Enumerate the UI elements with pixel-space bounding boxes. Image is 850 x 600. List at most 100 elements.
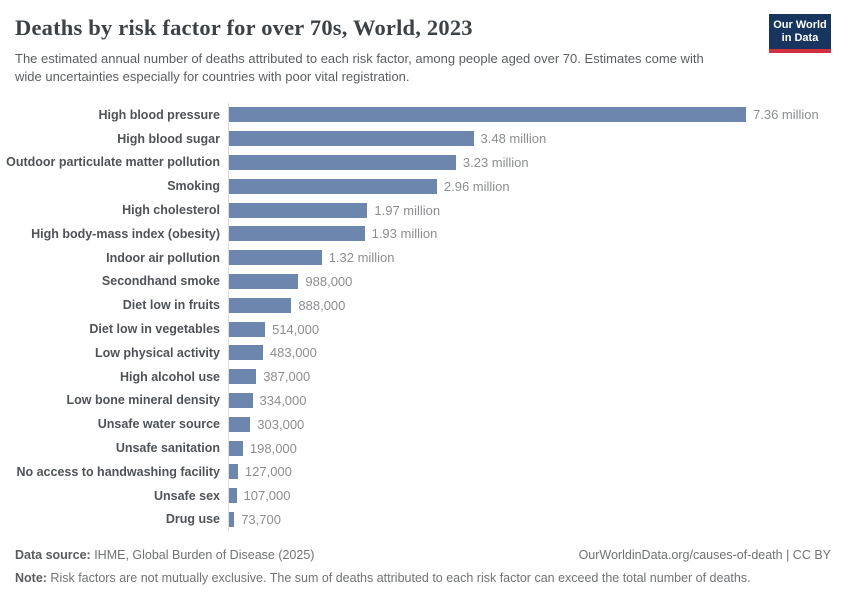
bar-track: 483,000 [228,340,850,365]
note-text: Risk factors are not mutually exclusive.… [46,571,751,585]
bar-track: 198,000 [228,436,850,460]
bar-row: Outdoor particulate matter pollution 3.23… [0,150,850,175]
bar-row: Unsafe water source 303,000 [0,412,850,437]
category-label: High alcohol use [119,369,220,384]
value-label: 387,000 [263,369,311,385]
category-label: Diet low in fruits [122,298,220,313]
bar-row: No access to handwashing facility 127,000 [0,459,850,484]
bar-track: 107,000 [228,483,850,508]
value-label: 107,000 [243,488,291,504]
bar[interactable] [229,464,238,480]
bar-track: 303,000 [228,412,850,437]
bar-row: High blood sugar 3.48 million [0,126,850,151]
bar[interactable] [229,369,257,385]
category-label: High cholesterol [122,203,220,218]
bar-track: 3.23 million [228,150,850,175]
bar[interactable] [229,273,299,289]
bar-row: High alcohol use 387,000 [0,364,850,389]
bar-row: Low physical activity 483,000 [0,340,850,365]
bar-row: Secondhand smoke 988,000 [0,269,850,294]
bar-track: 514,000 [228,317,850,341]
bar[interactable] [229,107,746,123]
bar-row: Diet low in vegetables 514,000 [0,317,850,341]
bar[interactable] [229,440,243,456]
bar[interactable] [229,511,235,527]
bar-row: High blood pressure 7.36 million [0,103,850,127]
value-label: 73,700 [241,511,281,527]
value-label: 198,000 [249,440,297,456]
value-label: 888,000 [298,297,346,313]
bar-chart: High blood pressure 7.36 million High bloo… [0,103,850,532]
category-label: Unsafe water source [97,417,220,432]
bar[interactable] [229,321,266,337]
bar-row: High cholesterol 1.97 million [0,198,850,222]
footer-top-line: Data source: IHME, Global Burden of Dise… [15,547,831,563]
category-label: Low bone mineral density [66,393,221,408]
value-label: 334,000 [259,392,307,408]
owid-logo: Our World in Data [769,14,831,53]
bar-track: 7.36 million [228,103,850,127]
category-label: Drug use [165,512,220,527]
category-label: Indoor air pollution [106,250,220,265]
bar-track: 73,700 [228,507,850,532]
bar-track: 334,000 [228,388,850,413]
owid-logo-line1: Our World [773,19,827,31]
bar[interactable] [229,131,474,147]
value-label: 3.23 million [462,154,529,170]
category-label: Diet low in vegetables [89,322,220,337]
bar-row: Low bone mineral density 334,000 [0,388,850,413]
bar-track: 1.97 million [228,198,850,222]
bar[interactable] [229,416,251,432]
value-label: 303,000 [257,416,305,432]
value-label: 988,000 [305,273,353,289]
bar-track: 387,000 [228,364,850,389]
category-label: Smoking [167,179,220,194]
bar[interactable] [229,250,322,266]
data-source-text: IHME, Global Burden of Disease (2025) [90,548,315,562]
category-label: Secondhand smoke [101,274,220,289]
bar-track: 1.93 million [228,221,850,246]
bar-row: Unsafe sex 107,000 [0,483,850,508]
bar-row: Unsafe sanitation 198,000 [0,436,850,460]
note-label: Note: [15,571,47,585]
bar[interactable] [229,154,456,170]
bar-row: Indoor air pollution 1.32 million [0,245,850,270]
category-label: High blood sugar [117,131,220,146]
value-label: 127,000 [244,464,292,480]
category-label: High blood pressure [98,107,220,122]
bar[interactable] [229,488,237,504]
chart-header: Deaths by risk factor for over 70s, Worl… [0,0,850,86]
bar[interactable] [229,178,437,194]
value-label: 2.96 million [443,178,510,194]
chart-footer: Data source: IHME, Global Burden of Dise… [15,547,831,586]
category-label: Low physical activity [94,345,220,360]
bar[interactable] [229,297,292,313]
bar-chart-rows: High blood pressure 7.36 million High bloo… [0,103,850,532]
footer-note: Note: Risk factors are not mutually excl… [15,570,831,586]
owid-logo-line2: in Data [781,32,819,44]
bar-track: 2.96 million [228,174,850,199]
bar[interactable] [229,345,263,361]
value-label: 1.32 million [328,250,395,266]
bar[interactable] [229,202,368,218]
bar-row: Diet low in fruits 888,000 [0,293,850,318]
bar-track: 988,000 [228,269,850,294]
bar-track: 888,000 [228,293,850,318]
category-label: High body-mass index (obesity) [31,226,220,241]
chart-subtitle: The estimated annual number of deaths at… [15,51,704,84]
bar-track: 1.32 million [228,245,850,270]
bar-row: High body-mass index (obesity) 1.93 milli… [0,221,850,246]
page-title: Deaths by risk factor for over 70s, Worl… [15,15,473,40]
category-label: Outdoor particulate matter pollution [6,155,220,170]
bar-row: Smoking 2.96 million [0,174,850,199]
bar-track: 127,000 [228,459,850,484]
category-label: Unsafe sex [153,488,220,503]
bar-track: 3.48 million [228,126,850,151]
license-link: OurWorldinData.org/causes-of-death | CC … [578,548,831,562]
category-label: No access to handwashing facility [16,464,220,479]
value-label: 514,000 [272,321,320,337]
bar[interactable] [229,226,365,242]
bar[interactable] [229,392,253,408]
category-label: Unsafe sanitation [115,441,220,456]
